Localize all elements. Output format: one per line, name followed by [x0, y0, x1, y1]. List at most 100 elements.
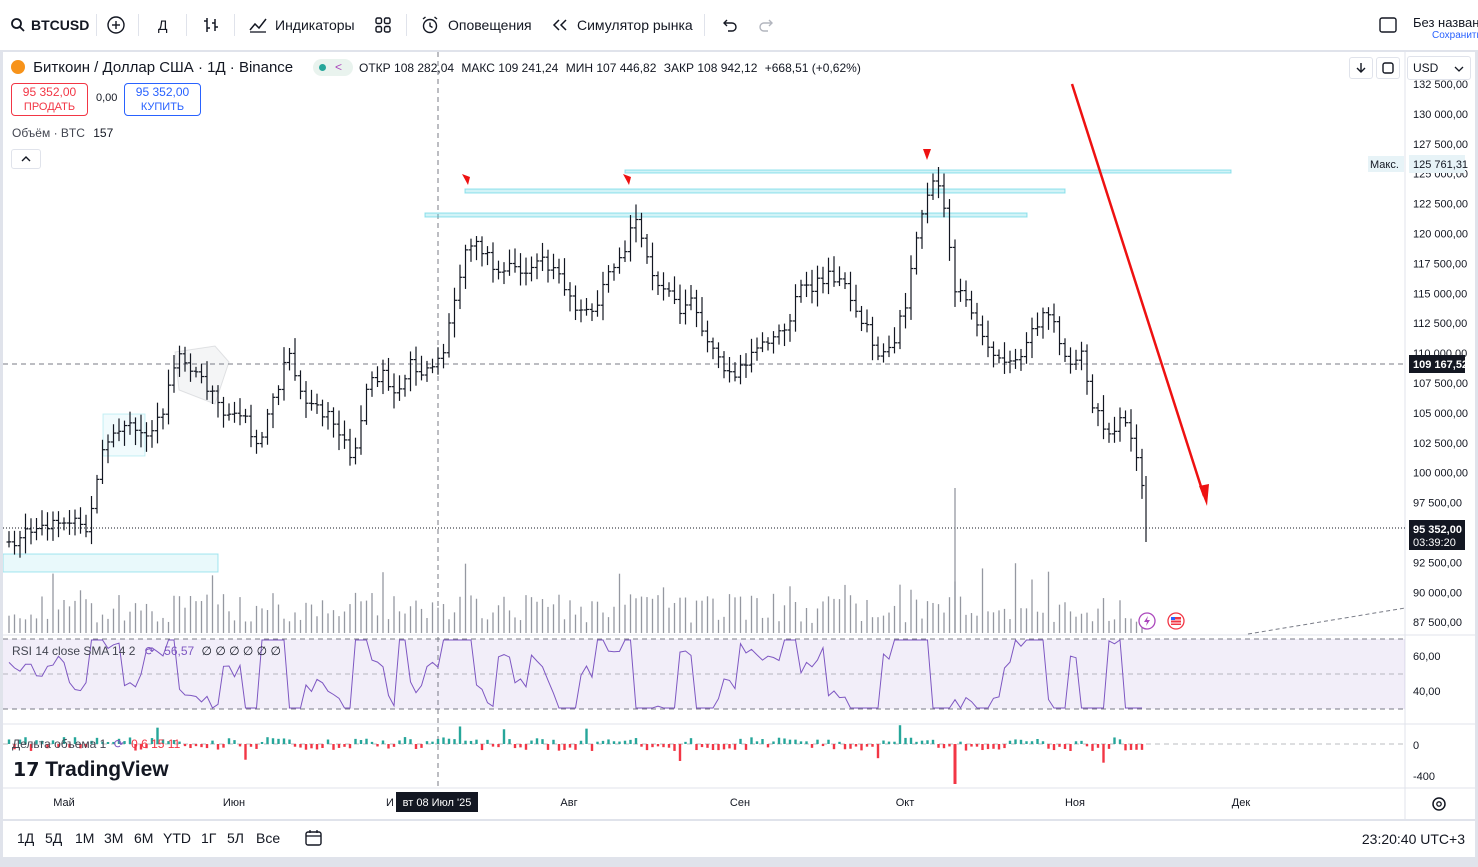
crosshair-date: вт 08 Июл '25	[403, 797, 472, 809]
max-label: Макс.	[1370, 159, 1399, 171]
price-tick: 105 000,00	[1413, 408, 1468, 420]
timeframe-1[interactable]: 1Д	[17, 830, 35, 846]
share-icon: <	[335, 60, 343, 74]
download-button[interactable]	[1349, 57, 1373, 79]
status-pill[interactable]: <	[313, 59, 353, 76]
calendar-icon	[305, 830, 322, 846]
price-tick: 97 500,00	[1413, 498, 1462, 510]
high-value: 109 241,24	[498, 61, 559, 75]
loading-icon-2: ⟳	[113, 737, 124, 751]
compare-button[interactable]	[106, 13, 126, 37]
layout-save[interactable]: Сохранить	[1432, 30, 1478, 41]
us-flag-icon[interactable]	[1167, 612, 1185, 630]
delta-legend[interactable]: Дельта объема 1 ⟳ 0 6 15 11	[12, 737, 180, 751]
timeframe-7[interactable]: 1Г	[201, 830, 217, 846]
close-value: 108 942,12	[697, 61, 758, 75]
fullscreen-button[interactable]	[1376, 57, 1400, 79]
currency-value: USD	[1413, 61, 1439, 75]
price-tick: 90 000,00	[1413, 587, 1462, 599]
price-tick: 102 500,00	[1413, 438, 1468, 450]
volume-label: Объём · BTC	[12, 126, 85, 140]
brand-name: TradingView	[45, 758, 169, 781]
top-toolbar: BTCUSD Д Индикаторы Оповещения Симулятор…	[0, 0, 1478, 51]
undo-button[interactable]	[720, 13, 738, 37]
price-tick: 120 000,00	[1413, 229, 1468, 241]
legend-title[interactable]: Биткоин / Доллар США · 1Д · Binance	[33, 59, 294, 76]
chart-type-button[interactable]	[202, 13, 220, 37]
symbol-search[interactable]: BTCUSD	[10, 13, 89, 37]
delta-tick-400: -400	[1413, 771, 1435, 783]
price-tick: 132 500,00	[1413, 79, 1468, 91]
rsi-legend[interactable]: RSI 14 close SMA 14 2 ⟳ 56,57 ∅ ∅ ∅ ∅ ∅ …	[12, 644, 281, 658]
date-range-button[interactable]	[304, 828, 324, 853]
delta-label: Дельта объема 1	[12, 737, 107, 751]
price-tick: 117 500,00	[1413, 258, 1467, 270]
price-tick: 107 500,00	[1413, 378, 1468, 390]
bottom-toolbar: 1Д 5Д 1М 3М 6М YTD 1Г 5Л Все 23:20:40 UTC+3	[3, 821, 1475, 857]
open-label: ОТКР	[359, 61, 391, 75]
rsi-tick-60: 60,00	[1413, 651, 1441, 663]
indicators-label: Индикаторы	[275, 17, 355, 33]
buy-button[interactable]: 95 352,00 КУПИТЬ	[124, 83, 201, 116]
resistance-zone-2	[464, 188, 1066, 194]
expand-icon	[1382, 62, 1394, 74]
layout-name[interactable]: Без назван	[1413, 15, 1478, 30]
layout-button[interactable]	[1378, 13, 1398, 37]
tv-logo-icon: 𝟭𝟳	[13, 760, 40, 781]
settings-icon[interactable]	[1432, 797, 1446, 811]
price-tick: 122 500,00	[1413, 199, 1468, 211]
delta-values: 0 6 15 11	[131, 737, 181, 751]
time-axis[interactable]: Май Июн И Авг Сен Окт Ноя Дек	[53, 797, 1250, 809]
collapse-legend-button[interactable]	[11, 149, 41, 169]
tradingview-logo[interactable]: 𝟭𝟳 TradingView	[13, 758, 169, 782]
chevron-up-icon	[21, 156, 31, 162]
timeframe-4[interactable]: 3М	[104, 830, 124, 846]
redo-button[interactable]	[758, 13, 776, 37]
plus-circle-icon	[107, 16, 125, 34]
volume-legend[interactable]: Объём · BTC 157	[12, 126, 113, 140]
indicators-button[interactable]: Индикаторы	[248, 13, 355, 37]
templates-button[interactable]	[374, 13, 392, 37]
price-tick: 112 500,00	[1413, 318, 1467, 330]
layout-square-icon	[1379, 17, 1397, 33]
price-tick: 127 500,00	[1413, 139, 1468, 151]
crosshair-price: 109 167,52	[1413, 359, 1468, 371]
timeframe-6[interactable]: YTD	[163, 830, 191, 846]
month-label: Май	[53, 797, 75, 809]
replay-label: Симулятор рынка	[577, 17, 693, 33]
interval-button[interactable]: Д	[158, 17, 168, 33]
volume-bars	[8, 488, 1143, 633]
alerts-button[interactable]: Оповещения	[420, 13, 532, 37]
indicators-icon	[249, 18, 267, 33]
timeframe-9[interactable]: Все	[256, 830, 281, 846]
month-label: И	[386, 797, 394, 809]
timeframe-3[interactable]: 1М	[75, 830, 95, 846]
buy-price: 95 352,00	[135, 85, 190, 99]
legend-title-row: Биткоин / Доллар США · 1Д · Binance	[11, 59, 293, 76]
grid-icon	[375, 17, 391, 33]
undo-icon	[723, 19, 737, 32]
rsi-label: RSI 14 close SMA 14 2	[12, 644, 136, 658]
chart-area[interactable]: 132 500,00 130 000,00 127 500,00 125 000,00…	[3, 52, 1475, 819]
clock[interactable]: 23:20:40 UTC+3	[1361, 831, 1465, 847]
spread-value: 0,00	[96, 92, 118, 104]
currency-select[interactable]: USD	[1407, 56, 1471, 80]
peak-marker-2	[623, 174, 631, 185]
ohlc-row: ОТКР 108 282,04 МАКС 109 241,24 МИН 107 …	[359, 61, 861, 75]
sell-button[interactable]: 95 352,00 ПРОДАТЬ	[11, 83, 88, 116]
last-price: 95 352,00	[1413, 524, 1462, 536]
timeframe-8[interactable]: 5Л	[227, 830, 244, 846]
alarm-clock-icon	[422, 16, 438, 34]
delta-tick-0: 0	[1413, 740, 1419, 752]
replay-button[interactable]: Симулятор рынка	[551, 13, 693, 37]
price-tick: 100 000,00	[1413, 468, 1468, 480]
search-icon	[11, 18, 25, 32]
bars-chart-icon	[204, 18, 218, 32]
timeframe-5[interactable]: 6М	[134, 830, 154, 846]
timeframe-2[interactable]: 5Д	[45, 830, 63, 846]
flash-icon[interactable]	[1138, 612, 1156, 630]
symbol-name: BTCUSD	[31, 17, 90, 33]
price-tick: 87 500,00	[1413, 617, 1462, 629]
alerts-label: Оповещения	[448, 17, 532, 33]
